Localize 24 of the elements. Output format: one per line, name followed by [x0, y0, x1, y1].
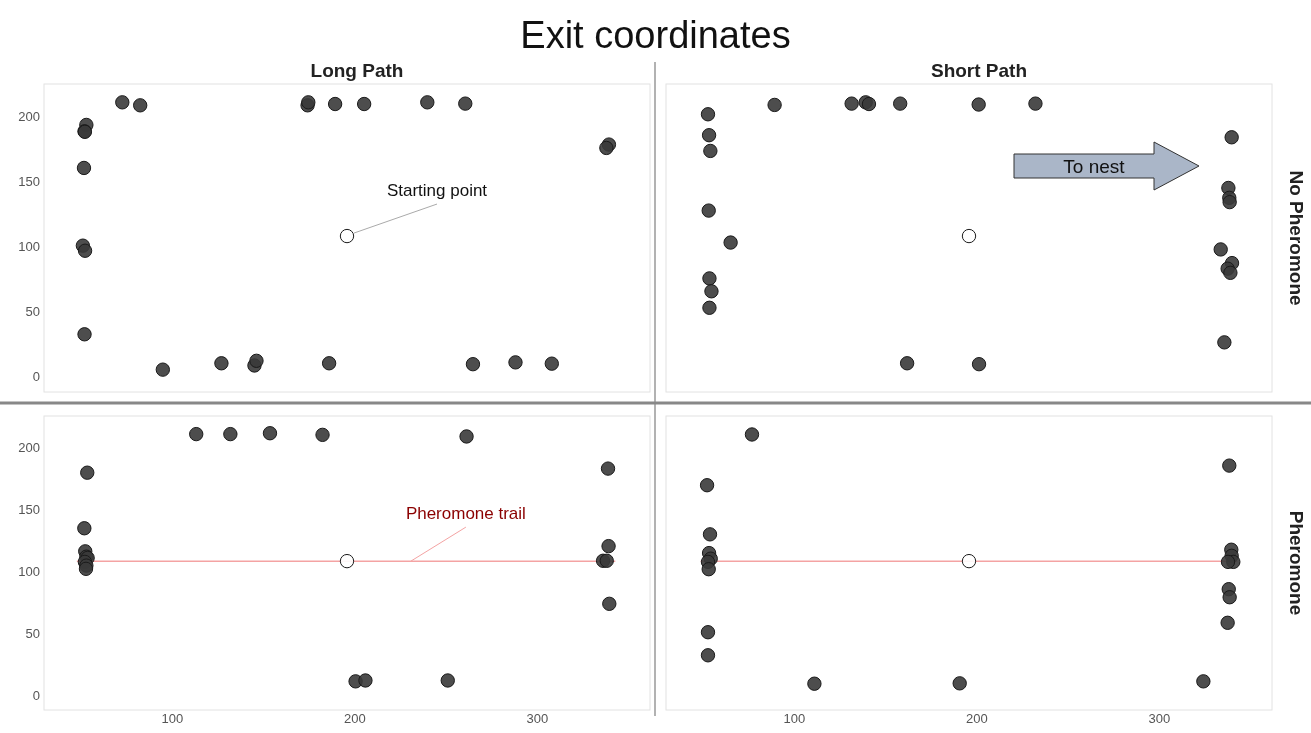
y-tick-label: 50	[25, 304, 40, 320]
text: Exit coordinates	[520, 14, 791, 56]
y-tick-label: 200	[18, 439, 40, 455]
y-tick-label: 50	[25, 625, 40, 641]
y-tick-label: 100	[18, 239, 40, 255]
y-tick-label: 150	[18, 501, 40, 517]
y-tick-label: 150	[18, 174, 40, 190]
annotation: Starting point	[386, 181, 488, 201]
y2-axis-title: No Pheromone	[1286, 170, 1307, 306]
x-tick-label: 100	[161, 711, 184, 727]
x-tick-label: 300	[1148, 711, 1171, 727]
x-tick-label: 100	[783, 711, 806, 727]
chart-title: Long Path	[310, 60, 404, 81]
annotation: To nest	[1063, 156, 1126, 177]
y-tick-label: 0	[32, 369, 40, 385]
y-tick-label: 100	[18, 563, 40, 579]
y-tick-label: 0	[32, 687, 40, 703]
x-tick-label: 200	[343, 711, 366, 727]
y2-axis-title: Pheromone	[1286, 510, 1307, 616]
x-tick-label: 300	[526, 711, 549, 727]
y-tick-label: 200	[18, 109, 40, 125]
chart-title: Short Path	[930, 60, 1028, 81]
annotation: Pheromone trail	[405, 504, 526, 524]
x-tick-label: 200	[965, 711, 988, 727]
